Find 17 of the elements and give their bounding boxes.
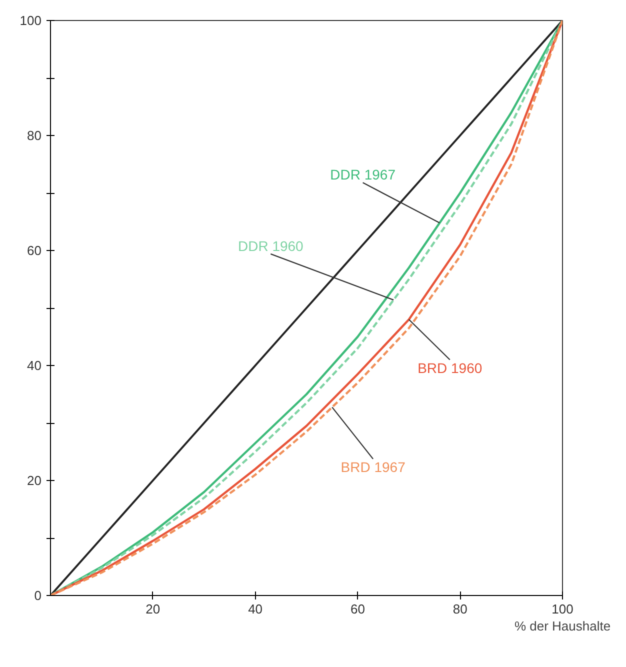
x-axis-title: % der Haushalte bbox=[514, 618, 611, 634]
y-tick-label: 60 bbox=[27, 243, 42, 258]
y-tick-label: 40 bbox=[27, 358, 42, 373]
text: BRD 1960 bbox=[418, 360, 482, 376]
x-tick-label: 100 bbox=[552, 602, 574, 616]
line-series bbox=[50, 20, 562, 596]
y-tick-label: 80 bbox=[27, 128, 42, 143]
y-tick-label: 0 bbox=[34, 588, 42, 603]
text: DDR 1960 bbox=[238, 238, 304, 254]
y-tick-label: 100 bbox=[20, 13, 42, 28]
x-tick-label: 80 bbox=[452, 602, 468, 616]
y-tick-label: 20 bbox=[27, 473, 42, 488]
x-tick-label: 40 bbox=[248, 602, 263, 616]
text: BRD 1967 bbox=[340, 458, 406, 475]
text: DDR 1967 bbox=[330, 166, 396, 183]
x-tick-label: 20 bbox=[146, 602, 160, 616]
x-tick-label: 60 bbox=[350, 602, 365, 616]
